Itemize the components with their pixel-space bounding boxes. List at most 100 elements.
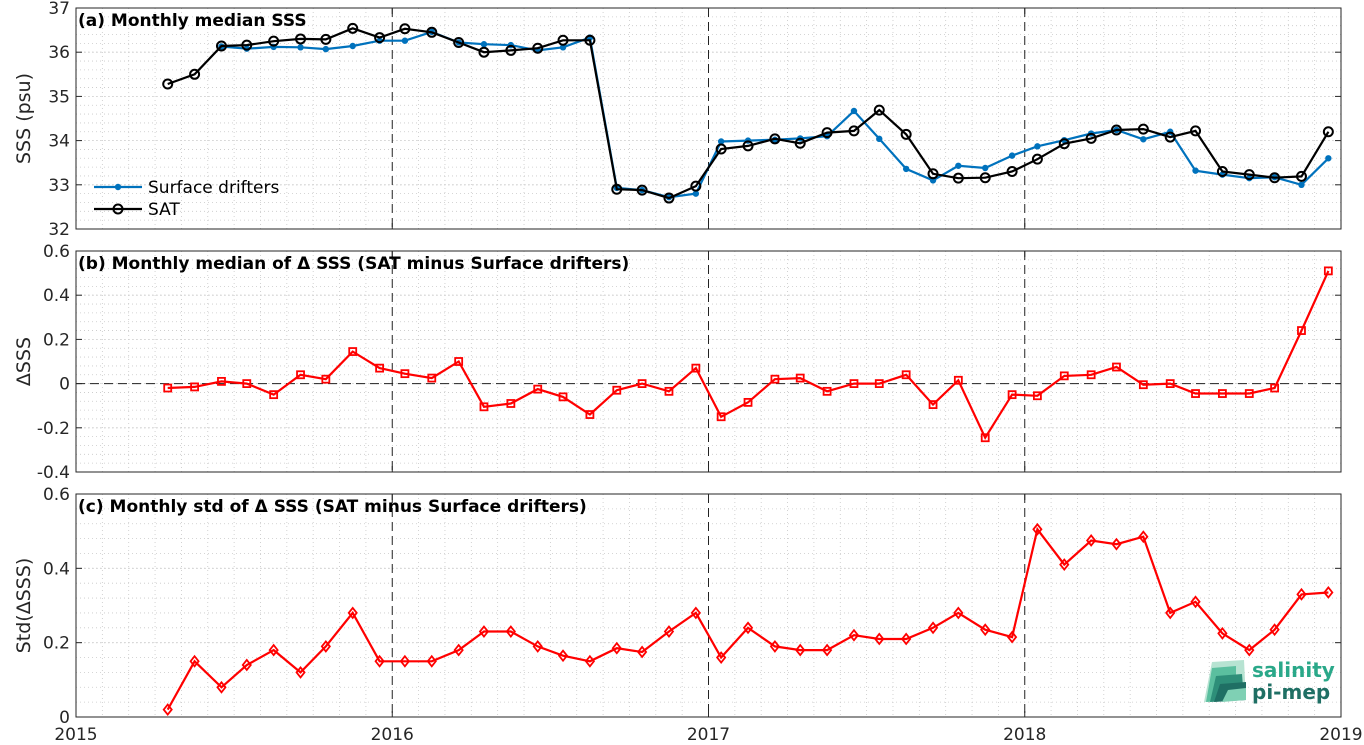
y-tick-label: 0.6	[43, 485, 70, 505]
data-point	[1325, 155, 1332, 162]
data-point	[901, 632, 912, 646]
data-point	[217, 376, 226, 386]
data-point	[611, 183, 623, 195]
data-point	[636, 184, 648, 196]
data-point	[743, 397, 753, 407]
data-point	[1034, 143, 1041, 150]
data-point	[296, 370, 305, 380]
data-point	[1270, 383, 1279, 393]
data-point	[1112, 362, 1121, 372]
data-point	[1058, 138, 1070, 150]
data-point	[478, 46, 490, 58]
data-point	[1297, 326, 1306, 335]
data-point	[584, 654, 596, 668]
data-point	[690, 606, 702, 620]
data-point	[742, 140, 754, 152]
data-point	[506, 399, 516, 408]
data-point	[478, 625, 490, 638]
x-tick-label: 2016	[371, 725, 414, 745]
data-point	[557, 34, 569, 46]
data-point	[770, 374, 780, 384]
data-point	[190, 382, 199, 392]
data-point	[1085, 132, 1097, 144]
y-tick-label: 0.4	[43, 286, 70, 306]
data-point	[399, 654, 411, 668]
data-point	[401, 37, 409, 44]
data-point	[1269, 623, 1280, 637]
y-tick-label: 0.2	[43, 330, 70, 350]
data-point	[850, 107, 858, 115]
data-point	[902, 165, 910, 173]
data-point	[241, 658, 252, 672]
panel-title: (a) Monthly median SSS	[78, 11, 307, 31]
y-axis-label: Std(ΔSSS)	[13, 558, 35, 654]
data-point	[1165, 606, 1176, 620]
data-point	[1192, 167, 1199, 174]
data-point	[162, 703, 173, 717]
data-point	[347, 22, 359, 34]
data-point	[295, 665, 306, 679]
data-point	[664, 386, 674, 396]
data-point	[821, 643, 833, 657]
salinity-pi-mep-logo: salinity pi-mep	[1204, 658, 1335, 704]
data-point	[1244, 389, 1254, 398]
data-point	[1269, 172, 1281, 184]
data-point	[215, 40, 227, 52]
y-tick-label: -0.4	[37, 463, 70, 483]
data-point	[242, 379, 252, 389]
data-point	[347, 606, 358, 620]
data-point	[189, 68, 201, 80]
data-point	[559, 44, 567, 51]
data-point	[557, 649, 569, 663]
data-point	[955, 162, 962, 169]
data-point	[980, 433, 990, 443]
y-tick-label: 37	[48, 0, 70, 19]
data-point	[269, 390, 279, 400]
data-point	[873, 104, 885, 116]
x-tick-label: 2017	[687, 725, 730, 745]
panels: 32 33 34 35 36 37 SSS (psu) (a) Monthly median …	[13, 0, 1342, 728]
data-point	[374, 654, 385, 668]
data-point	[928, 400, 938, 409]
logo-mark-icon	[1204, 660, 1246, 702]
data-point	[769, 133, 781, 145]
data-point	[1217, 626, 1228, 640]
data-point	[901, 370, 911, 380]
data-point	[584, 34, 596, 46]
data-point	[426, 654, 437, 668]
data-point	[1138, 530, 1149, 544]
series-1	[163, 266, 1333, 443]
data-point	[400, 369, 410, 379]
data-point	[321, 374, 331, 384]
panel-title: (c) Monthly std of Δ SSS (SAT minus Surf…	[78, 497, 587, 517]
data-point	[691, 363, 701, 373]
y-tick-label: 36	[48, 43, 70, 63]
logo-line-2: pi-mep	[1252, 680, 1330, 704]
legend-marker	[114, 183, 122, 191]
data-point	[637, 379, 647, 389]
data-point	[1323, 266, 1333, 276]
data-point	[1191, 389, 1200, 398]
data-point	[1190, 125, 1202, 137]
y-axis-label: ΔSSS	[13, 337, 35, 386]
y-tick-label: 34	[48, 132, 70, 152]
data-point	[1243, 169, 1255, 181]
data-point	[715, 651, 727, 664]
data-point	[717, 138, 725, 145]
data-point	[927, 621, 939, 635]
data-point	[1190, 595, 1201, 609]
data-point	[505, 625, 516, 638]
logo-line-1: salinity	[1252, 658, 1335, 682]
data-point	[795, 373, 805, 383]
data-point	[794, 137, 806, 149]
data-point	[454, 357, 464, 366]
data-point	[399, 23, 411, 35]
data-point	[612, 385, 622, 395]
data-point	[769, 639, 781, 653]
data-point	[241, 39, 253, 51]
data-point	[1006, 166, 1018, 178]
panel-3: 0 0.2 0.4 0.6 Std(ΔSSS) (c) Monthly std of Δ …	[13, 485, 1342, 728]
data-point	[348, 347, 358, 356]
data-point	[822, 386, 832, 396]
